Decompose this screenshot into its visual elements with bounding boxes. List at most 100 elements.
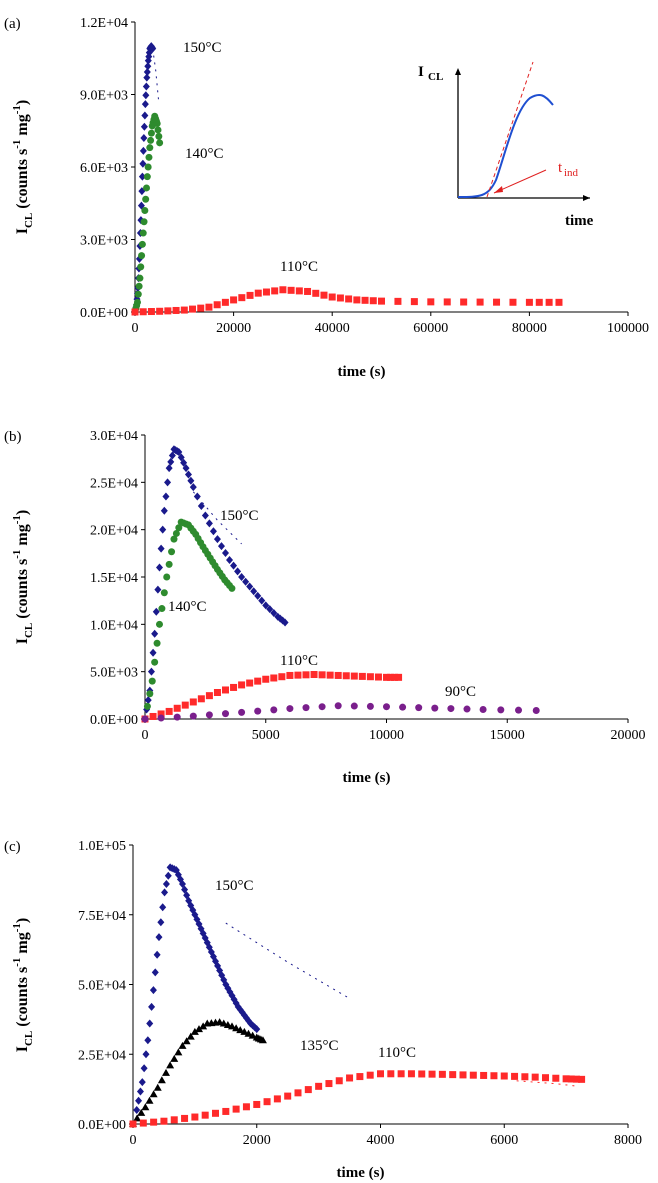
data-point-square bbox=[418, 1070, 426, 1078]
x-tick-label: 100000 bbox=[607, 321, 649, 336]
data-point-diamond bbox=[222, 549, 229, 558]
data-point-circle bbox=[497, 706, 505, 714]
y-tick-label: 0.0E+00 bbox=[80, 306, 128, 321]
data-point-triangle bbox=[248, 1031, 257, 1039]
data-point-diamond bbox=[144, 696, 152, 705]
data-point-square bbox=[213, 301, 221, 309]
data-point-circle bbox=[147, 136, 155, 144]
series-label: 140°C bbox=[185, 146, 224, 162]
data-point-diamond bbox=[143, 73, 151, 82]
y-axis-title: ICL (counts s-1 mg-1) bbox=[11, 100, 35, 235]
data-point-square bbox=[246, 679, 254, 687]
data-point-circle bbox=[302, 704, 310, 712]
data-point-square bbox=[201, 1111, 209, 1119]
data-point-circle bbox=[135, 282, 143, 290]
data-point-square bbox=[180, 306, 188, 314]
data-point-diamond bbox=[213, 535, 221, 544]
series-label: 135°C bbox=[300, 1038, 339, 1054]
data-point-diamond bbox=[152, 607, 160, 616]
inset-y-arrow bbox=[455, 68, 461, 75]
inset-curve bbox=[457, 93, 554, 198]
data-point-circle bbox=[160, 589, 168, 597]
data-point-square bbox=[263, 1098, 271, 1106]
data-point-diamond bbox=[143, 67, 151, 76]
series-2: 110°C bbox=[131, 259, 563, 316]
data-point-circle bbox=[143, 173, 151, 181]
series-1: 140°C bbox=[131, 112, 224, 316]
data-point-diamond bbox=[144, 1036, 152, 1045]
data-point-circle bbox=[431, 704, 439, 712]
y-tick-label: 2.5E+04 bbox=[90, 476, 138, 491]
data-point-square bbox=[378, 297, 385, 305]
data-point-circle bbox=[399, 703, 407, 711]
data-point-diamond bbox=[139, 159, 147, 168]
data-point-square bbox=[350, 672, 358, 680]
data-point-square bbox=[287, 286, 295, 294]
data-point-square bbox=[271, 287, 279, 295]
data-point-square bbox=[320, 291, 328, 299]
y-tick-label: 5.0E+03 bbox=[90, 666, 138, 681]
y-tick-label: 1.0E+04 bbox=[90, 618, 138, 633]
y-tick-label: 1.0E+05 bbox=[78, 839, 126, 854]
data-point-square bbox=[181, 1114, 189, 1122]
data-point-triangle bbox=[240, 1027, 249, 1035]
data-point-square bbox=[262, 675, 270, 683]
data-point-square bbox=[555, 298, 563, 306]
data-point-circle bbox=[133, 298, 141, 306]
data-point-diamond bbox=[226, 555, 234, 564]
data-point-square bbox=[356, 1073, 364, 1081]
chart-panel-0: (a) 0.0E+00 3.0E+03 6.0E+03 9.0E+03 1.2E+04 0 2… bbox=[4, 16, 649, 380]
data-point-diamond bbox=[242, 577, 250, 586]
data-point-square bbox=[222, 1107, 230, 1115]
x-axis-title: time (s) bbox=[343, 770, 391, 786]
data-point-square bbox=[509, 298, 517, 306]
data-point-square bbox=[221, 298, 229, 306]
data-point-diamond bbox=[144, 62, 152, 71]
data-point-square bbox=[572, 1075, 580, 1083]
data-point-diamond bbox=[180, 458, 188, 467]
y-axis-title: ICL (counts s-1 mg-1) bbox=[11, 510, 35, 645]
data-point-square bbox=[460, 298, 468, 306]
data-point-circle bbox=[168, 548, 176, 556]
data-point-circle bbox=[143, 702, 151, 710]
data-point-circle bbox=[173, 713, 181, 721]
data-point-diamond bbox=[238, 573, 246, 581]
data-point-square bbox=[500, 1072, 508, 1080]
data-point-square bbox=[366, 1071, 374, 1079]
data-point-square bbox=[410, 298, 418, 306]
y-axis-title: ICL (counts s-1 mg-1) bbox=[11, 918, 35, 1053]
inset-arrow-head bbox=[494, 186, 503, 193]
data-point-circle bbox=[172, 529, 180, 537]
data-point-triangle bbox=[186, 1032, 195, 1040]
data-point-circle bbox=[286, 705, 294, 713]
data-point-diamond bbox=[135, 1096, 143, 1105]
x-axis-title: time (s) bbox=[337, 1165, 385, 1181]
data-point-triangle bbox=[166, 1061, 175, 1069]
data-point-diamond bbox=[149, 986, 157, 995]
data-point-square bbox=[170, 1116, 178, 1124]
data-point-square bbox=[459, 1071, 467, 1079]
data-point-circle bbox=[139, 229, 147, 237]
data-point-circle bbox=[165, 560, 173, 568]
data-point-circle bbox=[228, 584, 236, 592]
data-point-circle bbox=[532, 706, 540, 714]
data-point-diamond bbox=[141, 100, 149, 109]
data-point-diamond bbox=[187, 476, 195, 485]
data-point-diamond bbox=[184, 470, 192, 479]
inset-x-label: time bbox=[565, 213, 594, 229]
data-point-square bbox=[535, 298, 543, 306]
data-point-square bbox=[531, 1073, 539, 1081]
x-tick-label: 15000 bbox=[490, 728, 525, 743]
data-point-diamond bbox=[164, 478, 172, 487]
data-point-square bbox=[374, 673, 382, 681]
data-point-square bbox=[545, 298, 553, 306]
data-point-circle bbox=[155, 620, 163, 628]
data-point-diamond bbox=[270, 608, 278, 617]
data-point-triangle bbox=[190, 1027, 199, 1035]
data-point-square bbox=[315, 1082, 323, 1090]
data-point-square bbox=[476, 298, 484, 306]
y-tick-label: 3.0E+04 bbox=[90, 429, 138, 444]
data-point-triangle bbox=[162, 1068, 170, 1076]
data-point-triangle bbox=[199, 1022, 208, 1030]
data-point-diamond bbox=[141, 111, 149, 120]
